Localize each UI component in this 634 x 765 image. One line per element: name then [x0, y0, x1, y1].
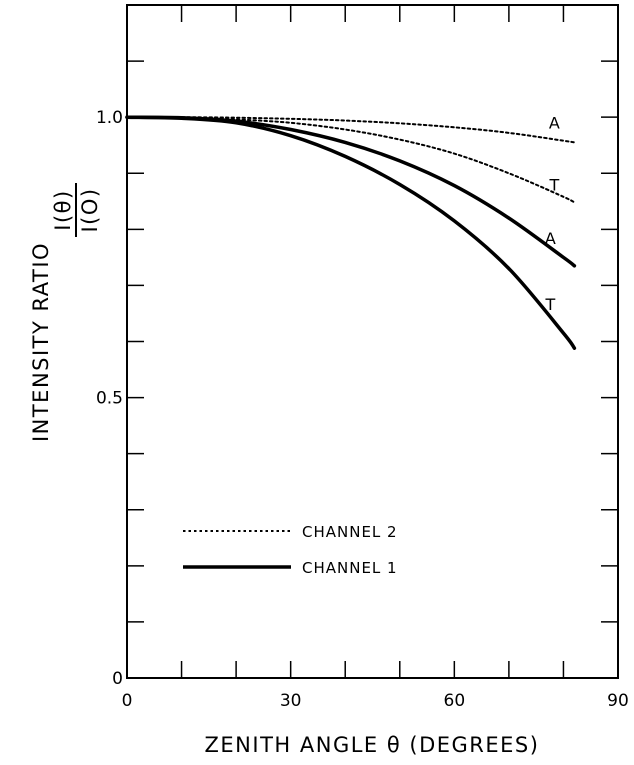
x-tick-label: 60 [444, 691, 466, 711]
y-tick-labels: 0 0.5 1.0 [96, 108, 123, 689]
y-axis-fraction: I(θ) I(O) [51, 183, 102, 237]
y-axis-fraction-denominator: I(O) [78, 187, 102, 232]
x-tick-label: 30 [280, 691, 302, 711]
legend-label-channel-2: CHANNEL 2 [302, 523, 398, 541]
curve-label-a: A [549, 113, 560, 132]
y-axis-label: INTENSITY RATIO [29, 242, 53, 442]
x-axis-label: ZENITH ANGLE θ (DEGREES) [205, 733, 540, 757]
legend-label-channel-1: CHANNEL 1 [302, 559, 398, 577]
x-tick-label: 0 [122, 691, 133, 711]
y-tick-label: 0 [112, 669, 123, 689]
curve-labels: A T A T [544, 113, 559, 314]
y-axis-fraction-numerator: I(θ) [51, 189, 75, 230]
channel-2-a-line [126, 116, 576, 144]
y-tick-label: 1.0 [96, 108, 123, 128]
curve-label-t: T [544, 295, 555, 314]
legend: CHANNEL 2 CHANNEL 1 [183, 523, 398, 577]
minor-ticks [127, 5, 618, 678]
x-tick-labels: 0 30 60 90 [122, 691, 629, 711]
y-axis-title: INTENSITY RATIO [29, 242, 53, 442]
y-tick-label: 0.5 [96, 389, 123, 409]
curve-label-a: A [545, 229, 556, 248]
channel-1-t-line [125, 115, 577, 350]
channel-1-a-line [125, 115, 577, 268]
plot-frame [126, 4, 619, 679]
series-lines [125, 115, 577, 350]
curve-label-t: T [548, 175, 559, 194]
x-tick-label: 90 [607, 691, 629, 711]
